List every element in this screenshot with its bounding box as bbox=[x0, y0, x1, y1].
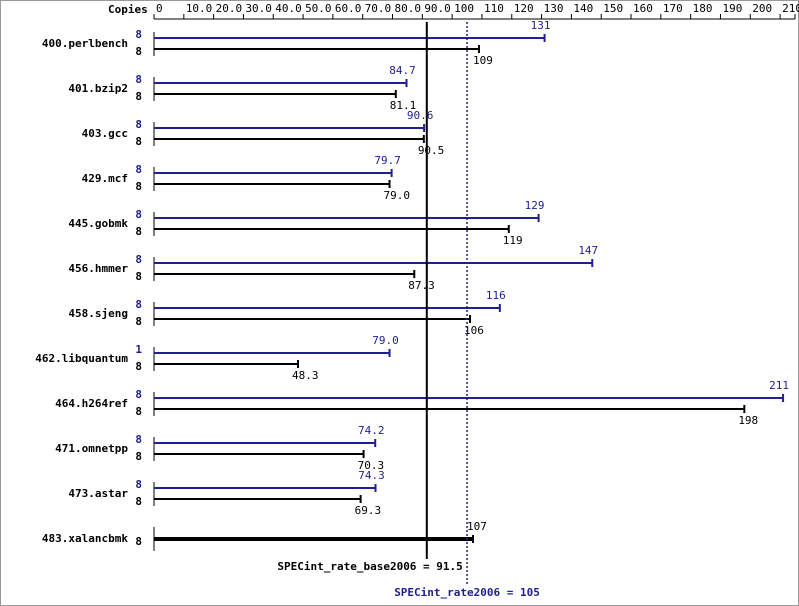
x-tick-label: 160 bbox=[633, 2, 653, 15]
category-label: 464.h264ref bbox=[55, 397, 128, 410]
value-label: 90.6 bbox=[407, 109, 434, 122]
value-label: 74.2 bbox=[358, 424, 385, 437]
copies-label: 8 bbox=[135, 180, 142, 193]
axis-label: Copies bbox=[108, 3, 148, 16]
value-label: 69.3 bbox=[355, 504, 382, 517]
value-label: 119 bbox=[503, 234, 523, 247]
category-label: 458.sjeng bbox=[68, 307, 128, 320]
copies-label: 8 bbox=[135, 28, 142, 41]
value-label: 116 bbox=[486, 289, 506, 302]
value-label: 198 bbox=[738, 414, 758, 427]
copies-label: 8 bbox=[135, 298, 142, 311]
x-tick-label: 30.0 bbox=[245, 2, 272, 15]
value-label: 48.3 bbox=[292, 369, 319, 382]
copies-label: 8 bbox=[135, 225, 142, 238]
x-tick-label: 40.0 bbox=[275, 2, 302, 15]
x-tick-label: 140 bbox=[573, 2, 593, 15]
x-tick-label: 90.0 bbox=[424, 2, 451, 15]
x-tick-label: 10.0 bbox=[186, 2, 213, 15]
category-label: 400.perlbench bbox=[42, 37, 128, 50]
x-tick-label: 0 bbox=[156, 2, 163, 15]
category-label: 403.gcc bbox=[82, 127, 128, 140]
x-tick-label: 20.0 bbox=[216, 2, 243, 15]
x-tick-label: 130 bbox=[544, 2, 564, 15]
reference-label: SPECint_rate_base2006 = 91.5 bbox=[277, 560, 462, 573]
x-tick-label: 50.0 bbox=[305, 2, 332, 15]
copies-label: 8 bbox=[135, 315, 142, 328]
copies-label: 8 bbox=[135, 478, 142, 491]
x-tick-label: 170 bbox=[663, 2, 683, 15]
value-label: 87.3 bbox=[408, 279, 435, 292]
value-label: 129 bbox=[525, 199, 545, 212]
copies-label: 8 bbox=[135, 90, 142, 103]
x-tick-label: 215 bbox=[797, 2, 799, 15]
x-tick-label: 60.0 bbox=[335, 2, 362, 15]
copies-label: 8 bbox=[135, 135, 142, 148]
value-label: 90.5 bbox=[418, 144, 445, 157]
x-tick-label: 80.0 bbox=[395, 2, 422, 15]
value-label: 70.3 bbox=[358, 459, 385, 472]
copies-label: 8 bbox=[135, 73, 142, 86]
category-label: 471.omnetpp bbox=[55, 442, 128, 455]
category-label: 473.astar bbox=[68, 487, 128, 500]
value-label: 109 bbox=[473, 54, 493, 67]
value-label: 79.0 bbox=[384, 189, 411, 202]
copies-label: 8 bbox=[135, 388, 142, 401]
value-label: 147 bbox=[578, 244, 598, 257]
copies-label: 8 bbox=[135, 405, 142, 418]
copies-label: 8 bbox=[135, 495, 142, 508]
copies-label: 8 bbox=[135, 45, 142, 58]
copies-label: 8 bbox=[135, 535, 142, 548]
value-label: 131 bbox=[531, 19, 551, 32]
copies-label: 8 bbox=[135, 450, 142, 463]
value-label: 81.1 bbox=[390, 99, 417, 112]
x-tick-label: 100 bbox=[454, 2, 474, 15]
x-tick-label: 200 bbox=[752, 2, 772, 15]
copies-label: 8 bbox=[135, 208, 142, 221]
copies-label: 8 bbox=[135, 118, 142, 131]
x-tick-label: 180 bbox=[693, 2, 713, 15]
x-tick-label: 150 bbox=[603, 2, 623, 15]
x-tick-label: 210 bbox=[782, 2, 799, 15]
value-label: 107 bbox=[467, 520, 487, 533]
x-tick-label: 120 bbox=[514, 2, 534, 15]
category-label: 462.libquantum bbox=[35, 352, 128, 365]
x-tick-label: 70.0 bbox=[365, 2, 392, 15]
value-label: 79.7 bbox=[374, 154, 401, 167]
value-label: 211 bbox=[769, 379, 789, 392]
category-label: 483.xalancbmk bbox=[42, 532, 128, 545]
copies-label: 8 bbox=[135, 433, 142, 446]
category-label: 401.bzip2 bbox=[68, 82, 128, 95]
copies-label: 1 bbox=[135, 343, 142, 356]
value-label: 74.3 bbox=[358, 469, 385, 482]
copies-label: 8 bbox=[135, 163, 142, 176]
category-label: 456.hmmer bbox=[68, 262, 128, 275]
value-label: 84.7 bbox=[389, 64, 416, 77]
copies-label: 8 bbox=[135, 253, 142, 266]
value-label: 106 bbox=[464, 324, 484, 337]
copies-label: 8 bbox=[135, 270, 142, 283]
category-label: 429.mcf bbox=[82, 172, 128, 185]
category-label: 445.gobmk bbox=[68, 217, 128, 230]
x-tick-label: 190 bbox=[722, 2, 742, 15]
reference-label: SPECint_rate2006 = 105 bbox=[394, 586, 540, 599]
x-tick-label: 110 bbox=[484, 2, 504, 15]
value-label: 79.0 bbox=[372, 334, 399, 347]
copies-label: 8 bbox=[135, 360, 142, 373]
